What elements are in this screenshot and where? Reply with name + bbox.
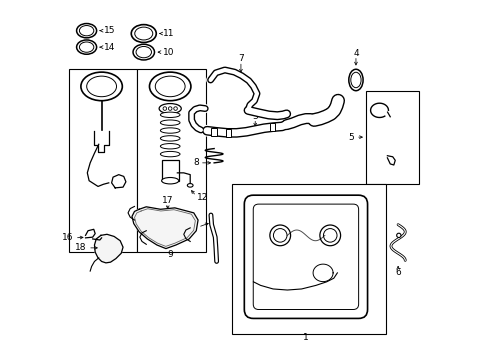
Text: 13: 13 <box>96 250 107 259</box>
FancyBboxPatch shape <box>244 195 367 319</box>
Text: 17: 17 <box>162 196 173 205</box>
Text: 15: 15 <box>104 26 115 35</box>
Ellipse shape <box>160 128 180 133</box>
Ellipse shape <box>160 112 180 117</box>
Ellipse shape <box>155 76 185 97</box>
Text: 4: 4 <box>352 49 358 58</box>
Text: 9: 9 <box>167 250 173 259</box>
Text: 5: 5 <box>348 132 354 141</box>
Ellipse shape <box>136 46 151 58</box>
Text: 1: 1 <box>303 333 308 342</box>
Text: 8: 8 <box>193 158 198 167</box>
Ellipse shape <box>162 177 179 184</box>
Ellipse shape <box>160 152 180 157</box>
Text: 16: 16 <box>62 233 74 242</box>
Text: 10: 10 <box>163 48 175 57</box>
Polygon shape <box>94 234 123 263</box>
Text: 3: 3 <box>252 112 258 121</box>
Ellipse shape <box>323 229 336 242</box>
Ellipse shape <box>187 184 193 187</box>
Ellipse shape <box>168 107 172 111</box>
Ellipse shape <box>273 229 286 242</box>
Ellipse shape <box>81 72 122 101</box>
Text: 6: 6 <box>394 268 400 277</box>
Ellipse shape <box>159 104 181 113</box>
Ellipse shape <box>79 42 94 52</box>
Ellipse shape <box>79 26 94 36</box>
Bar <box>211 128 217 136</box>
Bar <box>365 91 418 184</box>
Ellipse shape <box>269 225 290 246</box>
Bar <box>69 68 137 252</box>
Ellipse shape <box>135 27 152 40</box>
Bar <box>231 184 385 334</box>
Bar <box>225 129 231 137</box>
Bar <box>137 68 205 252</box>
Ellipse shape <box>396 233 400 238</box>
Ellipse shape <box>86 76 116 97</box>
Ellipse shape <box>173 107 177 111</box>
Ellipse shape <box>160 120 180 125</box>
Text: 18: 18 <box>75 243 86 252</box>
Ellipse shape <box>350 72 360 88</box>
Text: 12: 12 <box>197 193 208 202</box>
Ellipse shape <box>133 44 154 60</box>
Ellipse shape <box>348 69 363 91</box>
Ellipse shape <box>319 225 340 246</box>
Text: 2: 2 <box>191 222 196 231</box>
Text: 14: 14 <box>104 42 115 51</box>
Bar <box>162 160 179 181</box>
Ellipse shape <box>149 72 190 101</box>
Ellipse shape <box>77 40 97 54</box>
Ellipse shape <box>77 23 97 38</box>
Ellipse shape <box>160 144 180 149</box>
Polygon shape <box>132 207 198 249</box>
Text: 11: 11 <box>163 29 175 38</box>
Text: 7: 7 <box>238 54 244 63</box>
Bar <box>269 123 275 131</box>
Ellipse shape <box>131 24 156 42</box>
Ellipse shape <box>160 136 180 141</box>
Ellipse shape <box>163 107 166 111</box>
